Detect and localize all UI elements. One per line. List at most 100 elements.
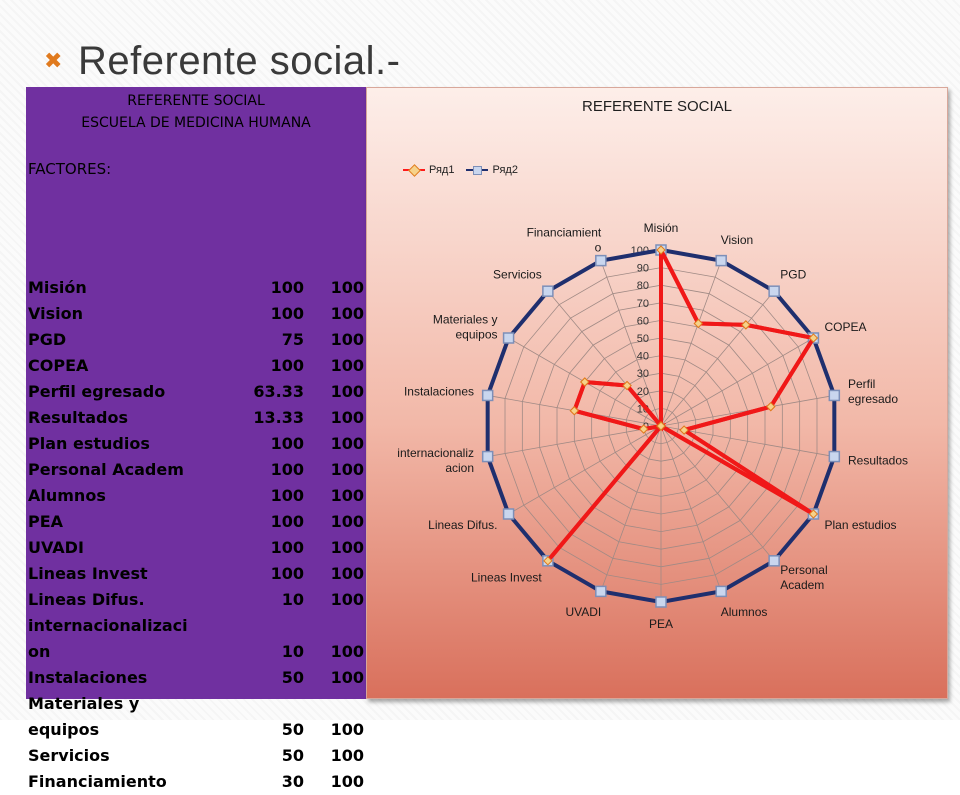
table-row: Alumnos 100 100 bbox=[28, 483, 364, 509]
factor-value-1: 100 bbox=[270, 356, 304, 375]
legend-label: Ряд1 bbox=[429, 164, 455, 176]
table-row: Financiamiento 30 100 bbox=[28, 769, 364, 795]
factor-name: UVADI bbox=[28, 538, 84, 557]
x-bullet-icon: ✖ bbox=[44, 48, 63, 73]
table-row: Lineas Difus. 10 100 bbox=[28, 587, 364, 613]
factor-name: Plan estudios bbox=[28, 434, 150, 453]
tick-label: 50 bbox=[637, 333, 649, 345]
factor-name: Resultados bbox=[28, 408, 128, 427]
table-row: internacionalizaci on 10 100 bbox=[28, 613, 364, 665]
factor-name: PGD bbox=[28, 330, 67, 349]
table-row: Misión 100 100 bbox=[28, 275, 364, 301]
table-row: Plan estudios 100 100 bbox=[28, 431, 364, 457]
grid-spoke bbox=[660, 425, 722, 592]
category-label: PEA bbox=[649, 617, 673, 631]
factor-value-1: 10 bbox=[281, 590, 304, 609]
factor-value-1: 13.33 bbox=[253, 408, 304, 427]
grid-spoke bbox=[660, 425, 835, 457]
factor-value-2: 100 bbox=[330, 590, 364, 609]
factor-value-1: 100 bbox=[270, 304, 304, 323]
category-label: Plan estudios bbox=[824, 518, 896, 532]
legend-item: Ряд1 bbox=[403, 164, 455, 177]
data-point bbox=[766, 401, 776, 412]
category-label: acion bbox=[445, 461, 474, 475]
factor-value-1: 100 bbox=[270, 538, 304, 557]
grid-spoke bbox=[487, 425, 662, 457]
table-header-line1: REFERENTE SOCIAL bbox=[127, 93, 265, 109]
factor-value-2: 100 bbox=[330, 538, 364, 557]
category-label: Vision bbox=[721, 233, 753, 247]
data-point bbox=[693, 318, 704, 329]
table-row: Instalaciones 50 100 bbox=[28, 665, 364, 691]
factor-value-2: 100 bbox=[330, 668, 364, 687]
factor-value-1: 50 bbox=[281, 720, 304, 739]
data-point bbox=[715, 585, 727, 598]
data-point bbox=[808, 333, 819, 343]
category-label: Lineas Difus. bbox=[428, 518, 497, 532]
data-point bbox=[542, 285, 554, 297]
factor-value-1: 30 bbox=[281, 772, 304, 791]
data-point bbox=[622, 380, 632, 391]
tick-label: 90 bbox=[637, 263, 649, 275]
category-label: Servicios bbox=[493, 267, 542, 281]
category-label: COPEA bbox=[824, 320, 866, 334]
grid-spoke bbox=[508, 425, 662, 515]
data-point bbox=[715, 254, 727, 267]
grid-spoke bbox=[600, 425, 662, 592]
factor-value-1: 100 bbox=[270, 278, 304, 297]
category-label: Academ bbox=[780, 578, 824, 592]
factor-value-1: 63.33 bbox=[253, 382, 304, 401]
category-label: Lineas Invest bbox=[471, 571, 542, 585]
category-label: o bbox=[595, 240, 602, 254]
factor-value-2: 100 bbox=[330, 772, 364, 791]
category-label: Instalaciones bbox=[404, 385, 474, 399]
table-row: Servicios 50 100 bbox=[28, 743, 364, 769]
data-point bbox=[656, 245, 666, 255]
table-row: Materiales y equipos 50 100 bbox=[28, 691, 364, 743]
data-point bbox=[502, 508, 515, 520]
category-label: Alumnos bbox=[721, 605, 768, 619]
data-point bbox=[679, 425, 689, 435]
factor-value-2: 100 bbox=[330, 642, 364, 661]
factor-name: Financiamiento bbox=[28, 772, 167, 791]
chart-legend: Ряд1 Ряд2 bbox=[403, 164, 518, 177]
factor-value-1: 100 bbox=[270, 564, 304, 583]
table-row: Lineas Invest 100 100 bbox=[28, 561, 364, 587]
data-point bbox=[543, 556, 553, 566]
data-point bbox=[638, 424, 649, 434]
factor-value-2: 100 bbox=[330, 460, 364, 479]
factor-name: PEA bbox=[28, 512, 64, 531]
factor-name: Instalaciones bbox=[28, 668, 148, 687]
data-point bbox=[481, 389, 494, 402]
tick-label: 40 bbox=[637, 351, 649, 363]
factor-value-1: 100 bbox=[270, 486, 304, 505]
grid-spoke bbox=[600, 260, 662, 427]
category-label: internacionaliz bbox=[397, 446, 474, 460]
factor-name: Lineas Invest bbox=[28, 564, 148, 583]
data-point bbox=[768, 285, 780, 297]
factor-name: Perfil egresado bbox=[28, 382, 166, 401]
tick-label: 20 bbox=[637, 386, 649, 398]
category-label: Materiales y bbox=[433, 313, 498, 327]
legend-swatch bbox=[403, 164, 425, 177]
category-label: UVADI bbox=[565, 605, 601, 619]
factor-value-2: 100 bbox=[330, 486, 364, 505]
data-point bbox=[808, 509, 819, 519]
factor-name-line2: on bbox=[28, 642, 51, 661]
factor-value-1: 100 bbox=[270, 512, 304, 531]
grid-spoke bbox=[660, 337, 814, 427]
data-point bbox=[595, 585, 607, 598]
slide-title: Referente social.- bbox=[78, 38, 401, 83]
factor-value-1: 10 bbox=[281, 642, 304, 661]
factor-value-2: 100 bbox=[330, 512, 364, 531]
factor-name: Vision bbox=[28, 304, 83, 323]
table-row: PGD 75 100 bbox=[28, 327, 364, 353]
tick-label: 70 bbox=[637, 298, 649, 310]
table-header-line2: ESCUELA DE MEDICINA HUMANA bbox=[81, 115, 311, 131]
table-row: Resultados 13.33 100 bbox=[28, 405, 364, 431]
tick-label: 30 bbox=[637, 368, 649, 380]
data-point bbox=[569, 406, 580, 416]
legend-label: Ряд2 bbox=[492, 164, 518, 176]
data-point bbox=[656, 421, 666, 431]
